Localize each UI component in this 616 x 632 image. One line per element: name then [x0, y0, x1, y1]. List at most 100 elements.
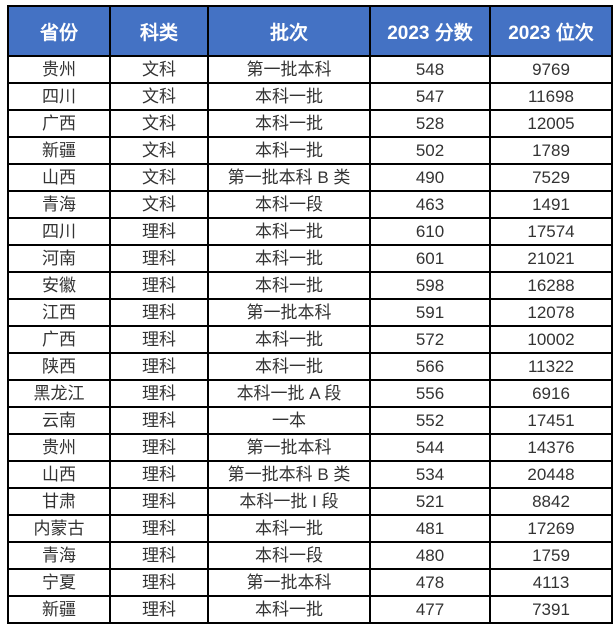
cell-rank-2023: 17574 [489, 217, 613, 246]
cell-subject: 文科 [109, 82, 209, 111]
cell-rank-2023: 20448 [489, 460, 613, 489]
table-row: 四川 文科 本科一批 547 11698 [7, 82, 613, 111]
cell-province: 广西 [7, 109, 111, 138]
cell-batch: 本科一批 [207, 595, 371, 624]
table-row: 河南 理科 本科一批 601 21021 [7, 244, 613, 273]
cell-rank-2023: 1789 [489, 136, 613, 165]
cell-subject: 理科 [109, 379, 209, 408]
table-body: 贵州 文科 第一批本科 548 9769 四川 文科 本科一批 547 11698 广西 文科 本科一批… [7, 55, 613, 624]
cell-score-2023: 477 [369, 595, 491, 624]
cell-province: 新疆 [7, 136, 111, 165]
table-row: 新疆 理科 本科一批 477 7391 [7, 595, 613, 624]
cell-batch: 本科一批 [207, 271, 371, 300]
table-row: 贵州 理科 第一批本科 544 14376 [7, 433, 613, 462]
cell-score-2023: 598 [369, 271, 491, 300]
cell-subject: 理科 [109, 352, 209, 381]
cell-score-2023: 591 [369, 298, 491, 327]
table-row: 宁夏 理科 第一批本科 478 4113 [7, 568, 613, 597]
cell-subject: 文科 [109, 163, 209, 192]
cell-score-2023: 490 [369, 163, 491, 192]
cell-province: 江西 [7, 298, 111, 327]
cell-province: 青海 [7, 541, 111, 570]
cell-score-2023: 521 [369, 487, 491, 516]
table-row: 甘肃 理科 本科一批 I 段 521 8842 [7, 487, 613, 516]
cell-score-2023: 463 [369, 190, 491, 219]
cell-rank-2023: 7529 [489, 163, 613, 192]
cell-province: 新疆 [7, 595, 111, 624]
cell-province: 安徽 [7, 271, 111, 300]
cell-batch: 第一批本科 B 类 [207, 163, 371, 192]
cell-rank-2023: 17269 [489, 514, 613, 543]
cell-batch: 本科一批 [207, 217, 371, 246]
table-row: 青海 文科 本科一段 463 1491 [7, 190, 613, 219]
table-row: 山西 理科 第一批本科 B 类 534 20448 [7, 460, 613, 489]
cell-rank-2023: 1759 [489, 541, 613, 570]
cell-province: 山西 [7, 460, 111, 489]
cell-province: 河南 [7, 244, 111, 273]
cell-rank-2023: 1491 [489, 190, 613, 219]
cell-batch: 本科一批 A 段 [207, 379, 371, 408]
cell-subject: 文科 [109, 190, 209, 219]
cell-batch: 本科一段 [207, 190, 371, 219]
cell-province: 四川 [7, 82, 111, 111]
cell-batch: 本科一批 [207, 82, 371, 111]
cell-score-2023: 528 [369, 109, 491, 138]
cell-score-2023: 534 [369, 460, 491, 489]
cell-score-2023: 502 [369, 136, 491, 165]
cell-batch: 第一批本科 [207, 55, 371, 84]
table-row: 云南 理科 一本 552 17451 [7, 406, 613, 435]
cell-subject: 理科 [109, 217, 209, 246]
table-row: 山西 文科 第一批本科 B 类 490 7529 [7, 163, 613, 192]
table-row: 广西 文科 本科一批 528 12005 [7, 109, 613, 138]
cell-batch: 一本 [207, 406, 371, 435]
column-header-subject: 科类 [109, 5, 209, 57]
cell-subject: 理科 [109, 487, 209, 516]
cell-batch: 第一批本科 [207, 298, 371, 327]
cell-province: 青海 [7, 190, 111, 219]
cell-province: 黑龙江 [7, 379, 111, 408]
cell-subject: 理科 [109, 271, 209, 300]
cell-province: 贵州 [7, 55, 111, 84]
cell-batch: 本科一批 [207, 109, 371, 138]
cell-rank-2023: 14376 [489, 433, 613, 462]
cell-province: 甘肃 [7, 487, 111, 516]
cell-subject: 理科 [109, 595, 209, 624]
cell-rank-2023: 11698 [489, 82, 613, 111]
cell-score-2023: 548 [369, 55, 491, 84]
cell-batch: 第一批本科 [207, 433, 371, 462]
cell-score-2023: 601 [369, 244, 491, 273]
cell-province: 贵州 [7, 433, 111, 462]
table-row: 四川 理科 本科一批 610 17574 [7, 217, 613, 246]
cell-batch: 本科一段 [207, 541, 371, 570]
cell-rank-2023: 21021 [489, 244, 613, 273]
cell-province: 四川 [7, 217, 111, 246]
cell-rank-2023: 11322 [489, 352, 613, 381]
cell-score-2023: 481 [369, 514, 491, 543]
cell-rank-2023: 10002 [489, 325, 613, 354]
cell-subject: 理科 [109, 460, 209, 489]
cell-rank-2023: 7391 [489, 595, 613, 624]
cell-rank-2023: 17451 [489, 406, 613, 435]
cell-batch: 本科一批 I 段 [207, 487, 371, 516]
cell-score-2023: 478 [369, 568, 491, 597]
cell-subject: 理科 [109, 541, 209, 570]
column-header-rank-2023: 2023 位次 [489, 5, 613, 57]
column-header-province: 省份 [7, 5, 111, 57]
cell-score-2023: 544 [369, 433, 491, 462]
cell-batch: 本科一批 [207, 325, 371, 354]
cell-score-2023: 556 [369, 379, 491, 408]
cell-score-2023: 547 [369, 82, 491, 111]
table-row: 陕西 理科 本科一批 566 11322 [7, 352, 613, 381]
cell-province: 广西 [7, 325, 111, 354]
table-row: 江西 理科 第一批本科 591 12078 [7, 298, 613, 327]
table-header-row: 省份 科类 批次 2023 分数 2023 位次 [7, 5, 613, 57]
cell-province: 山西 [7, 163, 111, 192]
cell-subject: 文科 [109, 136, 209, 165]
cell-subject: 理科 [109, 568, 209, 597]
cell-score-2023: 566 [369, 352, 491, 381]
table-row: 贵州 文科 第一批本科 548 9769 [7, 55, 613, 84]
cell-province: 宁夏 [7, 568, 111, 597]
cell-subject: 理科 [109, 514, 209, 543]
table-row: 广西 理科 本科一批 572 10002 [7, 325, 613, 354]
